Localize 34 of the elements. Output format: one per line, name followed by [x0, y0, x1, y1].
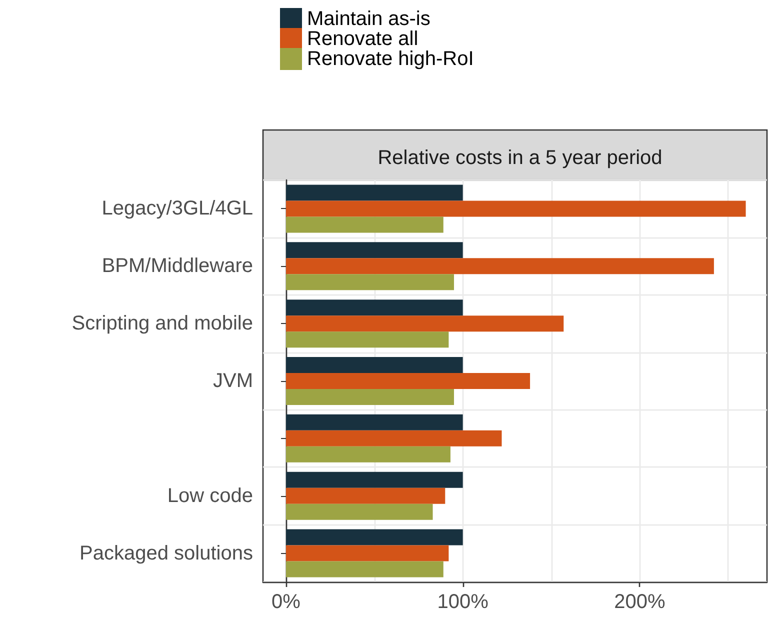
x-tick-label: 200% [614, 591, 666, 613]
bar [286, 472, 463, 488]
legend-label: Renovate high-RoI [307, 48, 474, 70]
bar [286, 446, 450, 462]
x-tick-label: 0% [272, 591, 301, 613]
legend-label: Maintain as-is [307, 8, 430, 30]
bar [286, 316, 564, 332]
bar [286, 332, 449, 348]
y-tick-label: Legacy/3GL/4GL [102, 198, 253, 220]
bar [286, 561, 444, 578]
legend-label: Renovate all [307, 28, 418, 50]
bar [286, 274, 454, 290]
bar [286, 216, 444, 233]
bar [286, 488, 446, 504]
bar [286, 200, 746, 217]
bar [286, 300, 463, 316]
bar [286, 389, 454, 405]
y-tick-label: Scripting and mobile [72, 312, 253, 335]
y-tick-label: Low code [167, 484, 253, 507]
bar [286, 242, 463, 258]
chart-title: Relative costs in a 5 year period [378, 147, 662, 169]
y-tick-label: Packaged solutions [80, 542, 253, 564]
y-tick-label: BPM/Middleware [102, 255, 253, 278]
bar [286, 545, 449, 562]
y-tick-label: JVM [213, 370, 253, 392]
bar [286, 184, 463, 201]
bar [286, 373, 530, 389]
bar [286, 414, 463, 430]
bar [286, 529, 463, 546]
x-tick-label: 100% [437, 591, 489, 613]
bar [286, 258, 714, 274]
bar [286, 357, 463, 373]
bar [286, 504, 433, 520]
bar [286, 430, 502, 446]
